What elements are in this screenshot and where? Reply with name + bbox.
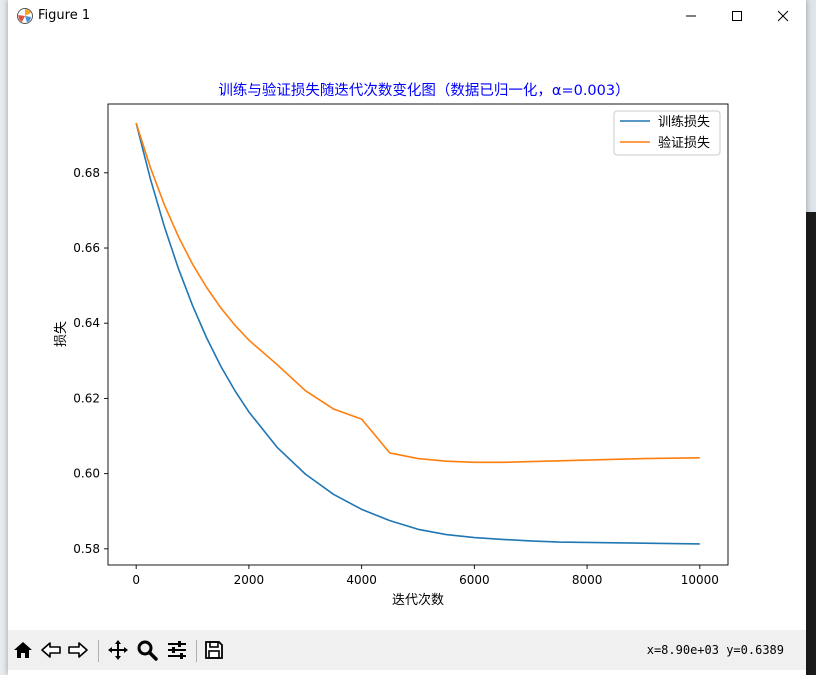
background-desktop [0,0,8,675]
minimize-icon [686,15,696,17]
configure-subplots-icon [168,641,186,659]
figure-canvas[interactable]: 训练与验证损失随迭代次数变化图（数据已归一化，α=0.003） 0 2000 400… [8,32,806,630]
legend-box [613,110,721,156]
close-icon [777,10,789,22]
pan-icon [108,640,128,660]
forward-arrow-icon [68,642,88,658]
zoom-icon [137,640,158,661]
maximize-icon [732,11,742,21]
toolbar-separator [196,640,197,662]
zoom-button[interactable] [134,638,160,662]
minimize-button[interactable] [668,0,714,32]
back-button[interactable] [38,638,64,662]
matplotlib-app-icon [17,8,33,24]
y-tick-label: 0.66 [73,241,100,255]
home-button[interactable] [10,638,36,662]
y-tick-label: 0.60 [73,467,100,481]
title-bar: Figure 1 [8,0,806,32]
y-ticks: 0.58 0.60 0.62 0.64 0.66 0.68 [73,166,108,556]
y-axis-label: 损失 [54,321,69,347]
background-right-dark [806,212,816,675]
axes-frame [107,103,729,566]
home-icon [14,642,32,658]
save-button[interactable] [201,638,227,662]
configure-subplots-button[interactable] [164,638,190,662]
close-button[interactable] [760,0,806,32]
save-icon [205,641,223,659]
series-line-val [135,122,700,464]
plot-area: 0 2000 4000 6000 8000 10000 0.580.600.620.640… [73,103,729,587]
series-line-train [135,122,700,545]
x-tick-label: 2000 [234,573,265,587]
y-tick-label: 0.68 [73,166,100,180]
legend-label-train: 训练损失 [658,115,710,130]
window-title: Figure 1 [38,8,91,23]
x-tick-label: 10000 [681,573,719,587]
chart-svg: 训练与验证损失随迭代次数变化图（数据已归一化，α=0.003） 0 2000 400… [54,82,729,608]
figure-window: Figure 1 训练与验证损失随迭代次数变化图（数据已归一化，α=0.003）… [8,0,806,675]
cursor-coordinates: x=8.90e+03 y=0.6389 [646,643,784,657]
pan-button[interactable] [105,638,131,662]
x-ticks: 0 2000 4000 6000 8000 10000 [132,565,719,587]
x-axis-label: 迭代次数 [392,592,444,608]
forward-button[interactable] [65,638,91,662]
toolbar-separator [98,640,99,662]
y-tick-label: 0.58 [73,542,100,556]
y-tick-label: 0.64 [73,316,100,330]
x-tick-label: 6000 [459,573,490,587]
x-tick-label: 4000 [346,573,377,587]
x-tick-label: 8000 [572,573,603,587]
navigation-toolbar: x=8.90e+03 y=0.6389 [8,630,806,670]
back-arrow-icon [41,642,61,658]
y-tick-label: 0.62 [73,391,100,405]
series-layer [135,122,700,545]
legend: 训练损失 验证损失 [613,110,721,156]
maximize-button[interactable] [714,0,760,32]
chart-title: 训练与验证损失随迭代次数变化图（数据已归一化，α=0.003） [218,82,629,99]
x-tick-label: 0 [132,573,140,587]
legend-label-val: 验证损失 [658,135,710,151]
